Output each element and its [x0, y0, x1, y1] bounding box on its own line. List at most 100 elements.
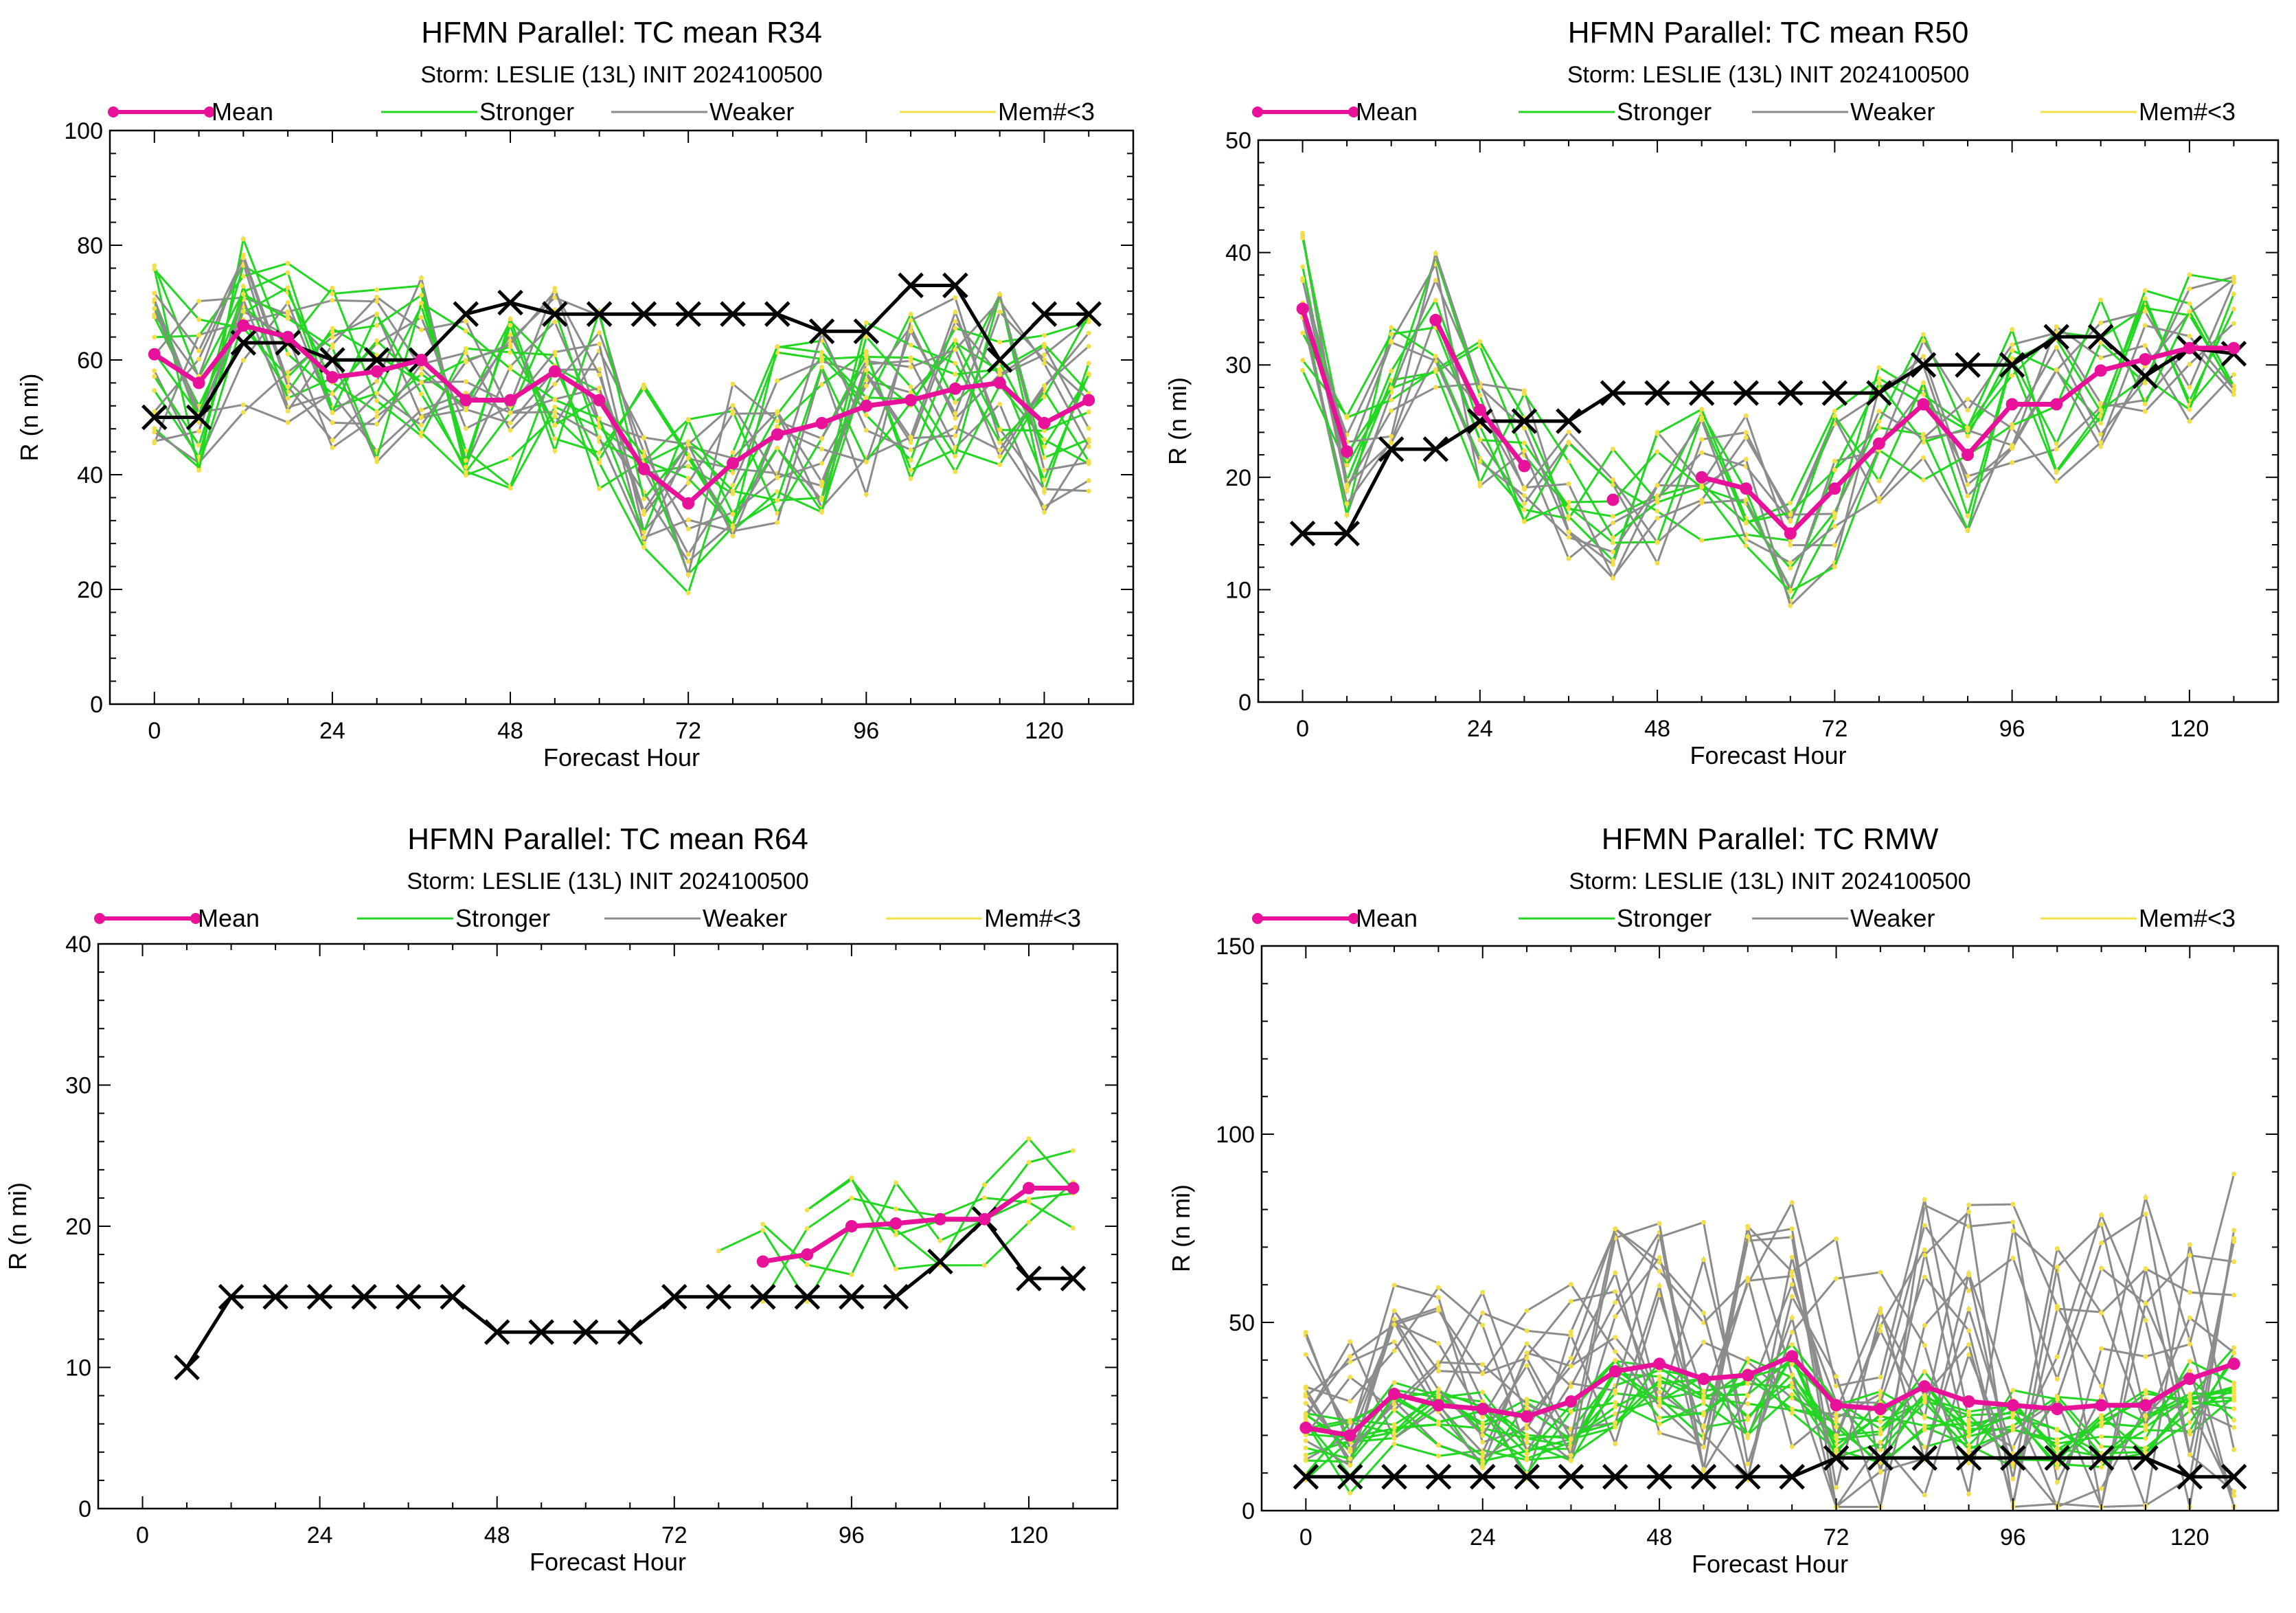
- member-point: [330, 409, 335, 415]
- member-point: [330, 326, 335, 331]
- member-point: [1524, 1406, 1530, 1412]
- member-point: [597, 435, 602, 440]
- member-point: [1701, 1392, 1706, 1398]
- member-point: [1832, 564, 1837, 569]
- mean-point: [845, 1220, 858, 1232]
- member-point: [730, 411, 736, 416]
- mean-point: [978, 1212, 991, 1226]
- member-point: [893, 1206, 898, 1212]
- mean-point: [504, 394, 516, 407]
- member-point: [2098, 407, 2104, 413]
- member-point: [1389, 440, 1394, 446]
- member-point: [1611, 576, 1615, 581]
- member-point: [1878, 1329, 1883, 1333]
- member-point: [1965, 473, 1970, 479]
- member-point: [1041, 361, 1047, 366]
- member-point: [1389, 325, 1394, 330]
- member-point: [1789, 1392, 1795, 1397]
- member-point: [1480, 1289, 1486, 1295]
- y-tick-label: 80: [77, 233, 103, 259]
- member-track-stronger: [1305, 1353, 2234, 1476]
- x-marker-stroke: [1060, 1265, 1087, 1291]
- member-point: [1922, 1274, 1927, 1280]
- mean-point: [2006, 1399, 2019, 1412]
- member-point: [1965, 513, 1970, 519]
- member-point: [997, 309, 1003, 315]
- member-point: [2098, 444, 2104, 449]
- member-track-weaker: [1305, 1221, 2235, 1503]
- member-point: [1086, 409, 1091, 415]
- x-marker-stroke: [1821, 380, 1848, 406]
- member-point: [2054, 324, 2059, 330]
- member-point: [1921, 392, 1926, 397]
- x-marker-stroke: [363, 347, 390, 373]
- member-point: [981, 1195, 987, 1201]
- member-point: [1834, 1236, 1839, 1241]
- member-point: [1524, 1456, 1530, 1461]
- member-point: [1566, 534, 1571, 540]
- member-point: [2054, 1426, 2060, 1432]
- observed-track-point: [1646, 1463, 1672, 1490]
- member-point: [419, 379, 424, 385]
- member-point: [2010, 1413, 2016, 1419]
- member-point: [2010, 1388, 2016, 1393]
- y-tick-label: 100: [1216, 1122, 1255, 1148]
- x-marker-stroke: [1644, 380, 1670, 406]
- member-point: [1521, 391, 1527, 396]
- member-point: [2187, 1428, 2192, 1434]
- member-point: [1435, 1295, 1441, 1300]
- member-point: [1344, 462, 1350, 468]
- member-point: [1878, 1323, 1883, 1329]
- member-point: [1878, 1310, 1883, 1316]
- member-point: [1389, 385, 1394, 391]
- legend-label: Mem#<3: [998, 98, 1095, 126]
- member-point: [1566, 514, 1571, 519]
- member-point: [1566, 556, 1571, 561]
- member-point: [716, 1248, 721, 1254]
- observed-track-point: [898, 272, 924, 299]
- member-point: [1613, 1404, 1618, 1410]
- member-point: [1834, 1384, 1839, 1388]
- member-point: [937, 1238, 943, 1243]
- member-point: [152, 291, 157, 296]
- member-point: [1348, 1359, 1353, 1364]
- member-track-stronger: [153, 264, 1089, 595]
- mean-point: [905, 394, 918, 407]
- member-point: [552, 409, 558, 415]
- member-track-weaker: [1305, 1226, 2236, 1511]
- observed-track-point: [986, 347, 1013, 373]
- member-point: [1834, 1437, 1839, 1442]
- member-point: [196, 468, 202, 473]
- member-point: [2187, 1368, 2192, 1374]
- member-point: [1480, 1433, 1486, 1438]
- member-point: [2143, 1423, 2148, 1428]
- plot-frame: [97, 943, 1119, 1510]
- member-point: [1657, 1374, 1662, 1379]
- x-marker-stroke: [2088, 1445, 2115, 1471]
- member-point: [1435, 1454, 1441, 1458]
- observed-track-point: [1378, 436, 1405, 462]
- mean-point: [801, 1248, 814, 1261]
- member-point: [196, 348, 202, 354]
- member-point: [2231, 1384, 2237, 1390]
- legend-item-weaker: Weaker: [604, 904, 787, 932]
- member-point: [1391, 1380, 1397, 1386]
- x-marker-stroke: [1293, 1463, 1319, 1490]
- member-point: [2010, 327, 2015, 332]
- member-point: [1832, 467, 1837, 473]
- member-point: [1435, 1395, 1441, 1400]
- member-point: [1832, 543, 1837, 548]
- legend-marker: [108, 106, 119, 117]
- y-axis-label: R (n mi): [1163, 377, 1192, 465]
- member-point: [1657, 1269, 1662, 1274]
- member-point: [2143, 1445, 2148, 1451]
- x-marker-stroke: [2133, 1445, 2159, 1471]
- member-point: [1701, 1320, 1706, 1325]
- member-point: [1480, 1322, 1486, 1328]
- legend-label: Weaker: [703, 904, 787, 932]
- member-point: [863, 359, 869, 363]
- member-point: [196, 317, 202, 322]
- member-point: [552, 404, 558, 409]
- x-marker-stroke: [484, 1319, 510, 1345]
- member-point: [1657, 1403, 1662, 1408]
